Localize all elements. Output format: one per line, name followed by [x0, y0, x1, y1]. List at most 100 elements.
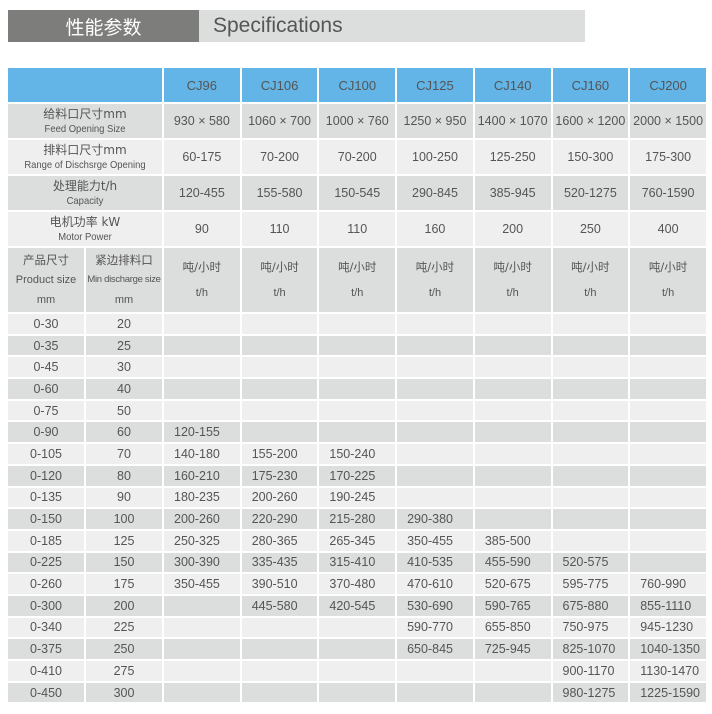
capacity-cell: 445-580	[241, 595, 318, 616]
unit-header: 吨/小时 t/h	[630, 248, 706, 312]
capacity-cell: 980-1275	[552, 682, 629, 703]
capacity-cell	[164, 682, 240, 703]
spec-value: 1250 × 950	[397, 104, 473, 138]
capacity-cell	[552, 487, 629, 508]
table-row: 0-105 70 140-180 155-200 150-240	[8, 444, 706, 464]
table-row: 0-90 60 120-155	[8, 422, 706, 443]
discharge-size-cell: 275	[86, 661, 162, 681]
capacity-cell	[552, 314, 629, 334]
table-row: 0-45 30	[8, 357, 706, 378]
discharge-size-cell: 30	[86, 357, 162, 378]
capacity-cell	[241, 682, 318, 703]
capacity-cell	[552, 465, 629, 486]
capacity-cell: 420-545	[319, 595, 396, 616]
unit-header: 吨/小时 t/h	[164, 248, 240, 312]
capacity-cell	[397, 335, 473, 356]
discharge-size-cell: 125	[86, 530, 162, 551]
capacity-cell	[319, 314, 396, 334]
product-size-cell: 0-90	[8, 422, 84, 443]
spec-label: 给料口尺寸mm Feed Opening Size	[8, 104, 162, 138]
discharge-size-cell: 175	[86, 574, 162, 594]
unit-en: t/h	[195, 287, 208, 299]
capacity-cell: 530-690	[397, 595, 473, 616]
capacity-cell	[630, 487, 706, 508]
discharge-size-cell: 25	[86, 335, 162, 356]
capacity-cell	[630, 379, 706, 399]
capacity-cell: 250-325	[164, 530, 240, 551]
spec-label: 电机功率 kW Motor Power	[8, 212, 162, 246]
capacity-cell	[474, 465, 551, 486]
spec-value: 520-1275	[552, 176, 629, 210]
product-size-en: Product size	[15, 274, 77, 286]
discharge-size-cell: 100	[86, 509, 162, 529]
capacity-cell	[474, 335, 551, 356]
capacity-cell: 675-880	[552, 595, 629, 616]
table-row: 0-75 50	[8, 400, 706, 421]
product-size-cell: 0-150	[8, 509, 84, 529]
unit-en: t/h	[584, 287, 597, 299]
capacity-cell	[397, 314, 473, 334]
capacity-cell: 390-510	[241, 574, 318, 594]
capacity-cell: 750-975	[552, 617, 629, 638]
spec-row: 电机功率 kW Motor Power 90 110 110 160 200 250 400	[8, 212, 706, 246]
capacity-cell	[552, 444, 629, 464]
capacity-cell: 900-1170	[552, 661, 629, 681]
capacity-cell: 350-455	[164, 574, 240, 594]
capacity-cell	[319, 422, 396, 443]
capacity-cell	[474, 661, 551, 681]
capacity-cell	[474, 509, 551, 529]
product-size-cn: 产品尺寸	[23, 253, 69, 267]
capacity-cell	[164, 335, 240, 356]
product-size-cell: 0-375	[8, 639, 84, 659]
spec-label-en: Motor Power	[58, 230, 112, 243]
unit-header: 吨/小时 t/h	[397, 248, 473, 312]
table-row: 0-450 300 980-1275 1225-1590	[8, 682, 706, 703]
capacity-cell: 725-945	[474, 639, 551, 659]
capacity-cell	[397, 400, 473, 421]
capacity-cell	[474, 444, 551, 464]
spec-value: 930 × 580	[164, 104, 240, 138]
capacity-cell: 290-380	[397, 509, 473, 529]
spec-row: 给料口尺寸mm Feed Opening Size 930 × 580 1060 × …	[8, 104, 706, 138]
spec-value: 1060 × 700	[241, 104, 318, 138]
product-size-cell: 0-30	[8, 314, 84, 334]
discharge-size-cell: 90	[86, 487, 162, 508]
spec-value: 120-455	[164, 176, 240, 210]
capacity-cell	[474, 357, 551, 378]
discharge-size-cell: 50	[86, 400, 162, 421]
product-size-cell: 0-260	[8, 574, 84, 594]
capacity-cell	[241, 357, 318, 378]
model-header-cj200: CJ200	[630, 68, 706, 102]
spec-label: 处理能力t/h Capacity	[8, 176, 162, 210]
capacity-cell: 825-1070	[552, 639, 629, 659]
specifications-table: CJ96 CJ106 CJ100 CJ125 CJ140 CJ160 CJ200 给料口尺寸m…	[6, 66, 708, 704]
capacity-cell: 1225-1590	[630, 682, 706, 703]
spec-value: 200	[474, 212, 551, 246]
discharge-size-cell: 300	[86, 682, 162, 703]
product-size-cell: 0-45	[8, 357, 84, 378]
capacity-cell	[630, 444, 706, 464]
capacity-cell: 1130-1470	[630, 661, 706, 681]
model-header-row: CJ96 CJ106 CJ100 CJ125 CJ140 CJ160 CJ200	[8, 68, 706, 102]
model-header-cj160: CJ160	[552, 68, 629, 102]
product-size-cell: 0-120	[8, 465, 84, 486]
unit-header: 吨/小时 t/h	[319, 248, 396, 312]
unit-cn: 吨/小时	[260, 260, 299, 274]
unit-en: t/h	[661, 287, 675, 299]
spec-value: 110	[241, 212, 318, 246]
capacity-cell: 385-500	[474, 530, 551, 551]
capacity-cell: 470-610	[397, 574, 473, 594]
unit-en: t/h	[428, 287, 442, 299]
capacity-cell	[319, 400, 396, 421]
capacity-cell	[164, 595, 240, 616]
product-size-cell: 0-340	[8, 617, 84, 638]
capacity-cell	[552, 530, 629, 551]
product-size-cell: 0-225	[8, 552, 84, 573]
capacity-cell	[474, 487, 551, 508]
capacity-cell	[630, 422, 706, 443]
capacity-cell	[552, 509, 629, 529]
spec-value: 70-200	[241, 140, 318, 174]
capacity-cell: 170-225	[319, 465, 396, 486]
unit-cn: 吨/小时	[493, 260, 532, 274]
spec-value: 70-200	[319, 140, 396, 174]
